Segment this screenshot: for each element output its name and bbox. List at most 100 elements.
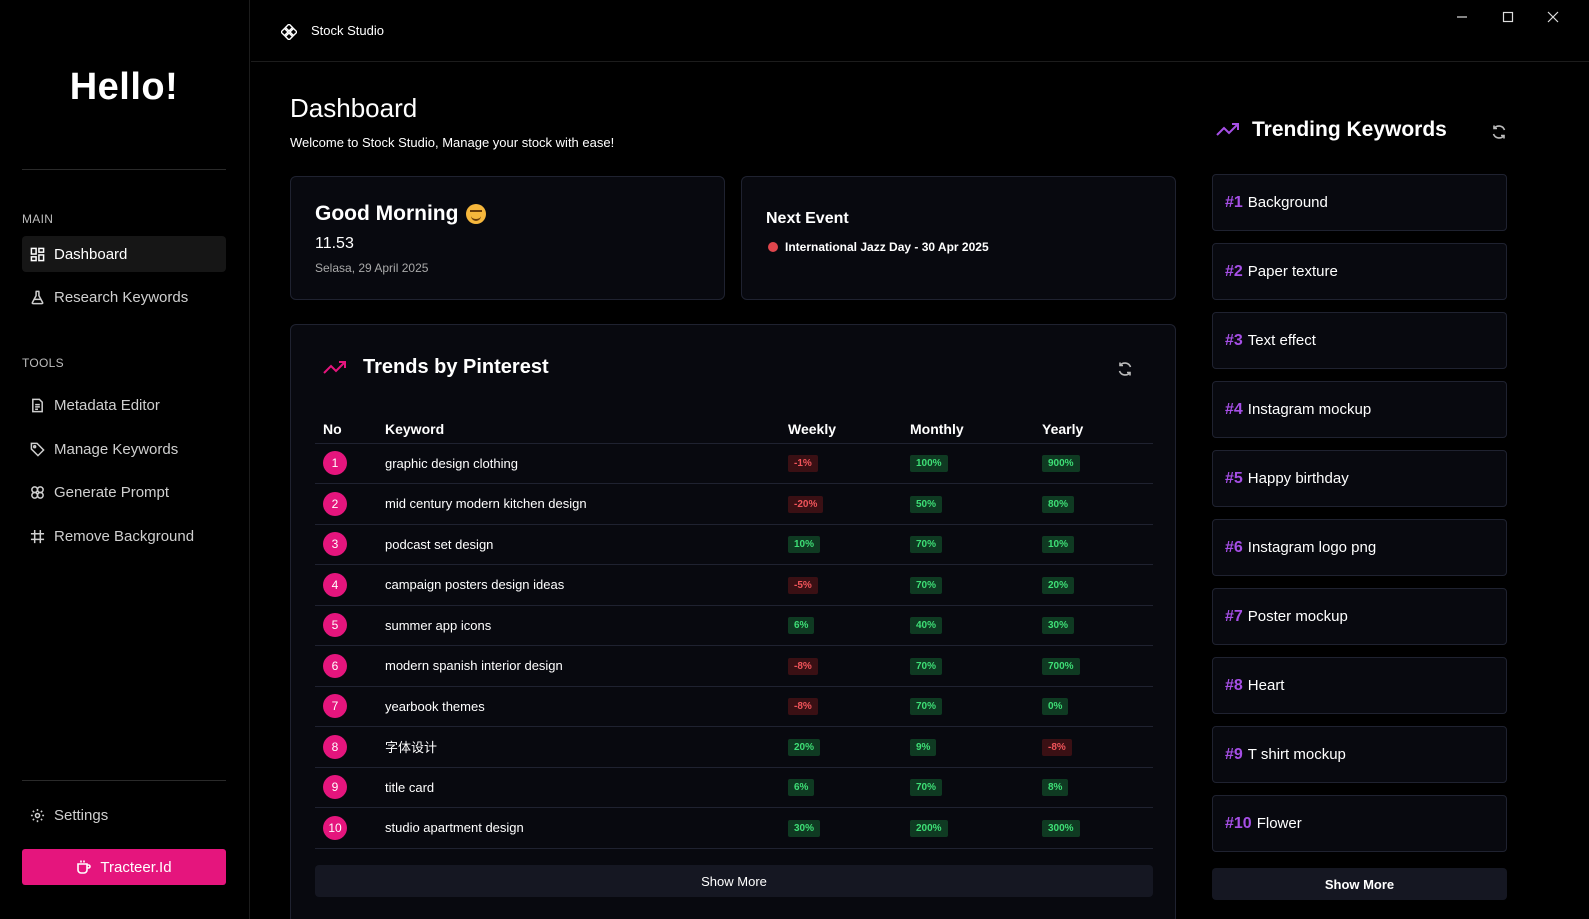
weekly-cell: 10%: [788, 524, 910, 565]
yearly-cell: -8%: [1042, 726, 1153, 768]
table-row[interactable]: 8 字体设计 20% 9% -8%: [315, 726, 1153, 768]
yearly-cell: 20%: [1042, 564, 1153, 606]
next-event-title: Next Event: [766, 210, 849, 227]
trends-header: Trends by Pinterest: [323, 356, 549, 379]
row-number-cell: 2: [315, 483, 385, 525]
monthly-cell: 70%: [910, 686, 1042, 727]
trending-up-icon: [1216, 123, 1239, 136]
trending-keyword-item[interactable]: #1 Background: [1212, 174, 1507, 231]
yearly-change-badge: 10%: [1042, 536, 1075, 554]
keyword-label: Flower: [1256, 815, 1302, 832]
table-row[interactable]: 9 title card 6% 70% 8%: [315, 767, 1153, 808]
sidebar-item-generate-prompt[interactable]: Generate Prompt: [22, 474, 226, 510]
monthly-change-badge: 50%: [910, 495, 943, 513]
row-number-cell: 5: [315, 605, 385, 646]
trending-keyword-item[interactable]: #5 Happy birthday: [1212, 450, 1507, 507]
yearly-change-badge: 30%: [1042, 617, 1075, 635]
table-row[interactable]: 6 modern spanish interior design -8% 70% 700…: [315, 645, 1153, 687]
minimize-icon: [1457, 16, 1467, 18]
sidebar-item-label: Metadata Editor: [54, 396, 160, 414]
greeting-text: Good Morning: [315, 202, 459, 225]
keyword-cell: modern spanish interior design: [385, 645, 788, 687]
trending-keyword-item[interactable]: #9 T shirt mockup: [1212, 726, 1507, 783]
row-number-cell: 1: [315, 443, 385, 484]
sidebar-item-metadata-editor[interactable]: Metadata Editor: [22, 387, 226, 423]
table-row[interactable]: 7 yearbook themes -8% 70% 0%: [315, 686, 1153, 727]
trending-keyword-item[interactable]: #8 Heart: [1212, 657, 1507, 714]
keywords-refresh-button[interactable]: [1491, 124, 1507, 140]
sparkle-icon: [30, 485, 45, 500]
keyword-rank: #5: [1225, 469, 1243, 487]
keyword-rank: #1: [1225, 193, 1243, 211]
greeting-card: Good Morning 11.53 Selasa, 29 April 2025: [290, 176, 725, 300]
tracteer-button[interactable]: Tracteer.Id: [22, 849, 226, 885]
table-row[interactable]: 5 summer app icons 6% 40% 30%: [315, 605, 1153, 646]
row-number-cell: 7: [315, 686, 385, 727]
row-number-badge: 6: [323, 653, 347, 678]
column-header-keyword: Keyword: [385, 415, 788, 444]
event-dot-icon: [768, 242, 778, 252]
trending-keywords-header: Trending Keywords: [1216, 118, 1447, 142]
weekly-change-badge: 10%: [788, 536, 821, 554]
sidebar-item-manage-keywords[interactable]: Manage Keywords: [22, 431, 226, 467]
yearly-cell: 30%: [1042, 605, 1153, 646]
keyword-rank: #4: [1225, 400, 1243, 418]
weekly-cell: -8%: [788, 686, 910, 727]
keyword-cell: podcast set design: [385, 524, 788, 565]
keywords-show-more-button[interactable]: Show More: [1212, 868, 1507, 900]
row-number-badge: 4: [323, 572, 347, 597]
trends-show-more-button[interactable]: Show More: [315, 865, 1153, 897]
weekly-cell: -5%: [788, 564, 910, 606]
weekly-cell: -8%: [788, 645, 910, 687]
keyword-label: Text effect: [1247, 332, 1316, 349]
monthly-cell: 70%: [910, 645, 1042, 687]
row-number-cell: 8: [315, 726, 385, 768]
section-label-main: MAIN: [22, 212, 54, 226]
trending-keyword-item[interactable]: #4 Instagram mockup: [1212, 381, 1507, 438]
table-row[interactable]: 3 podcast set design 10% 70% 10%: [315, 524, 1153, 565]
keyword-label: Poster mockup: [1247, 608, 1348, 625]
sidebar-item-remove-background[interactable]: Remove Background: [22, 518, 226, 554]
weekly-cell: -20%: [788, 483, 910, 525]
column-header-weekly: Weekly: [788, 415, 910, 444]
table-row[interactable]: 1 graphic design clothing -1% 100% 900%: [315, 443, 1153, 484]
flask-icon: [30, 290, 45, 305]
table-row[interactable]: 4 campaign posters design ideas -5% 70% 20%: [315, 564, 1153, 606]
yearly-cell: 0%: [1042, 686, 1153, 727]
monthly-cell: 70%: [910, 564, 1042, 606]
sidebar-item-settings[interactable]: Settings: [22, 797, 226, 833]
tracteer-label: Tracteer.Id: [100, 858, 172, 876]
keyword-label: Instagram mockup: [1247, 401, 1372, 418]
monthly-cell: 9%: [910, 726, 1042, 768]
title-bar: Stock Studio: [251, 0, 1589, 62]
trends-refresh-button[interactable]: [1117, 361, 1133, 377]
monthly-change-badge: 70%: [910, 576, 943, 594]
trending-keyword-item[interactable]: #7 Poster mockup: [1212, 588, 1507, 645]
row-number-badge: 9: [323, 775, 347, 800]
sidebar-item-dashboard[interactable]: Dashboard: [22, 236, 226, 272]
column-header-monthly: Monthly: [910, 415, 1042, 444]
close-button[interactable]: [1544, 8, 1562, 26]
keyword-label: Happy birthday: [1247, 470, 1349, 487]
tag-icon: [30, 442, 45, 457]
trending-keyword-item[interactable]: #10 Flower: [1212, 795, 1507, 852]
trending-keywords-title: Trending Keywords: [1252, 118, 1447, 141]
minimize-button[interactable]: [1453, 8, 1471, 26]
maximize-button[interactable]: [1499, 8, 1517, 26]
monthly-cell: 50%: [910, 483, 1042, 525]
weekly-change-badge: 6%: [788, 617, 815, 635]
weekly-change-badge: -1%: [788, 455, 818, 473]
keyword-label: Paper texture: [1247, 263, 1338, 280]
row-number-badge: 7: [323, 694, 347, 719]
table-row[interactable]: 2 mid century modern kitchen design -20% 50…: [315, 483, 1153, 525]
weekly-change-badge: 20%: [788, 738, 821, 756]
table-row[interactable]: 10 studio apartment design 30% 200% 300%: [315, 807, 1153, 849]
keyword-cell: studio apartment design: [385, 807, 788, 849]
keyword-cell: mid century modern kitchen design: [385, 483, 788, 525]
trending-keyword-item[interactable]: #3 Text effect: [1212, 312, 1507, 369]
trending-keyword-item[interactable]: #2 Paper texture: [1212, 243, 1507, 300]
row-number-cell: 10: [315, 807, 385, 849]
sidebar-item-research-keywords[interactable]: Research Keywords: [22, 279, 226, 315]
trending-keyword-item[interactable]: #6 Instagram logo png: [1212, 519, 1507, 576]
monthly-cell: 70%: [910, 524, 1042, 565]
